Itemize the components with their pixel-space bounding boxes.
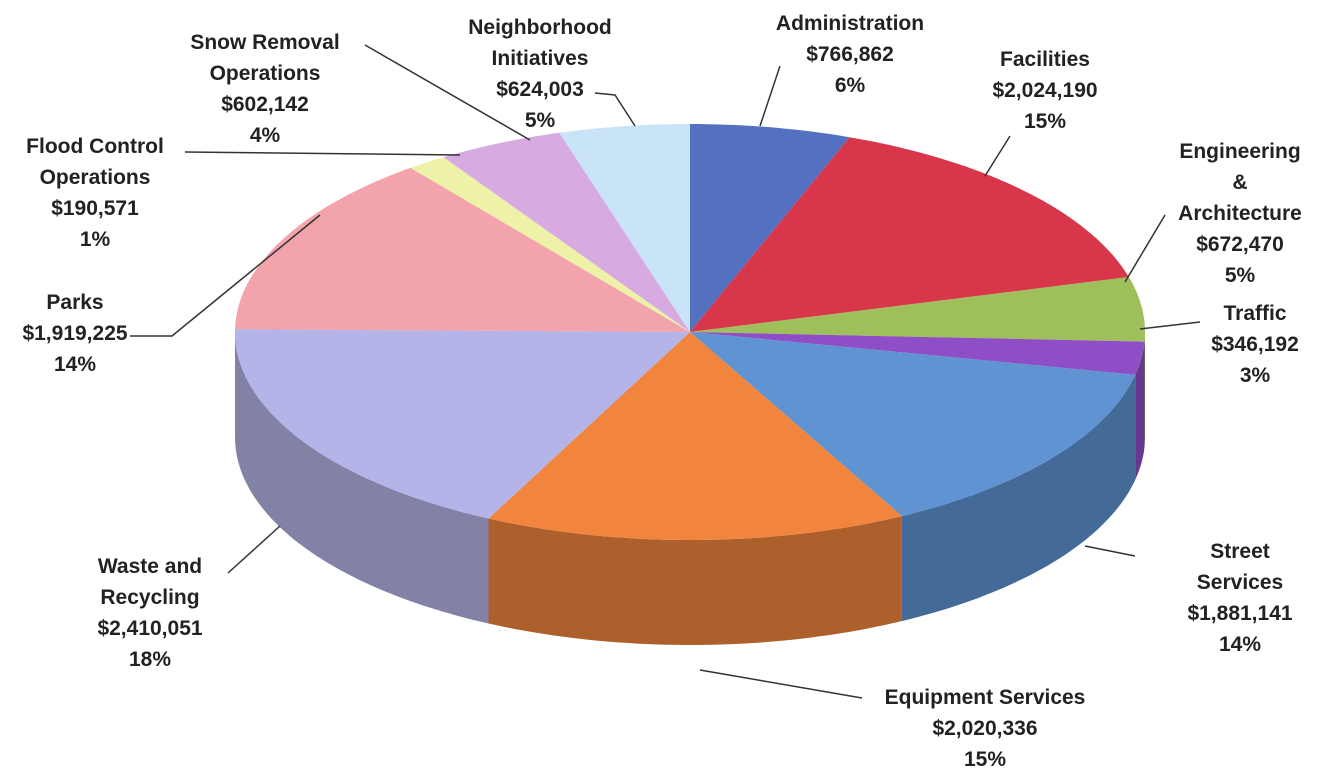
percent-label: 4% [249, 124, 281, 147]
slice [690, 124, 850, 332]
leader-line [1139, 321, 1201, 330]
slice [488, 332, 902, 540]
value-label: $672,470 [1196, 233, 1284, 256]
slice [690, 137, 1129, 332]
slice [690, 277, 1145, 342]
slice-side [901, 374, 1136, 622]
category-label: Engineering & Architecture [1178, 140, 1302, 225]
leader-line [699, 669, 863, 699]
percent-label: 14% [1218, 633, 1262, 656]
slice-label: Snow Removal Operations $602,142 4% [190, 27, 339, 151]
percent-label: 14% [53, 353, 97, 376]
percent-label: 1% [79, 228, 111, 251]
value-label: $2,024,190 [992, 79, 1098, 102]
leader-line [594, 92, 636, 127]
slice-label: Engineering & Architecture $672,470 5% [1178, 136, 1302, 291]
value-label: $766,862 [806, 43, 894, 66]
slice [235, 329, 690, 519]
value-label: $2,410,051 [97, 617, 203, 640]
category-label: Traffic [1223, 302, 1287, 325]
percent-label: 15% [1023, 110, 1067, 133]
value-label: $346,192 [1211, 333, 1299, 356]
category-label: Neighborhood Initiatives [468, 16, 612, 70]
pie-sides [235, 332, 1145, 645]
slice-label: Street Services $1,881,141 14% [1187, 536, 1292, 660]
slice [443, 132, 690, 332]
pie-top [235, 124, 1145, 540]
percent-label: 18% [128, 648, 172, 671]
leader-line [1124, 214, 1166, 283]
slice-label: Traffic $346,192 3% [1211, 298, 1299, 391]
percent-label: 6% [834, 74, 866, 97]
category-label: Administration [775, 12, 925, 35]
value-label: $190,571 [51, 197, 139, 220]
slice [235, 167, 690, 332]
value-label: $1,881,141 [1187, 602, 1293, 625]
category-label: Facilities [1000, 48, 1090, 71]
leader-line [759, 65, 781, 127]
slice [690, 332, 1136, 517]
value-label: $624,003 [496, 78, 584, 101]
slice-label: Facilities $2,024,190 15% [992, 44, 1097, 137]
leader-line [130, 214, 321, 337]
slice-label: Flood Control Operations $190,571 1% [26, 131, 164, 255]
slice [690, 332, 1145, 375]
slice-label: Equipment Services $2,020,336 15% [885, 682, 1086, 775]
slice-label: Parks $1,919,225 14% [22, 287, 127, 380]
slice [559, 124, 690, 332]
category-label: Flood Control Operations [26, 135, 164, 189]
value-label: $602,142 [221, 93, 309, 116]
category-label: Parks [46, 291, 104, 314]
slice-side [235, 332, 489, 624]
leader-line [364, 44, 531, 141]
leader-line [184, 151, 461, 156]
category-label: Waste and Recycling [97, 555, 203, 609]
leader-line [1084, 545, 1136, 557]
percent-label: 5% [1224, 264, 1256, 287]
slice-side [1144, 332, 1145, 447]
category-label: Equipment Services [884, 686, 1086, 709]
category-label: Street Services [1196, 540, 1284, 594]
slice-side [1135, 341, 1145, 480]
value-label: $1,919,225 [22, 322, 128, 345]
slice-label: Waste and Recycling $2,410,051 18% [97, 551, 202, 675]
slice [410, 157, 690, 332]
value-label: $2,020,336 [932, 717, 1038, 740]
slice-side [488, 516, 902, 645]
slice-label: Administration $766,862 6% [776, 8, 924, 101]
leader-line [984, 135, 1011, 177]
category-label: Snow Removal Operations [190, 31, 340, 85]
percent-label: 3% [1239, 364, 1271, 387]
leader-line [227, 525, 281, 574]
percent-label: 15% [963, 748, 1007, 771]
slice-label: Neighborhood Initiatives $624,003 5% [468, 12, 611, 136]
percent-label: 5% [524, 109, 556, 132]
